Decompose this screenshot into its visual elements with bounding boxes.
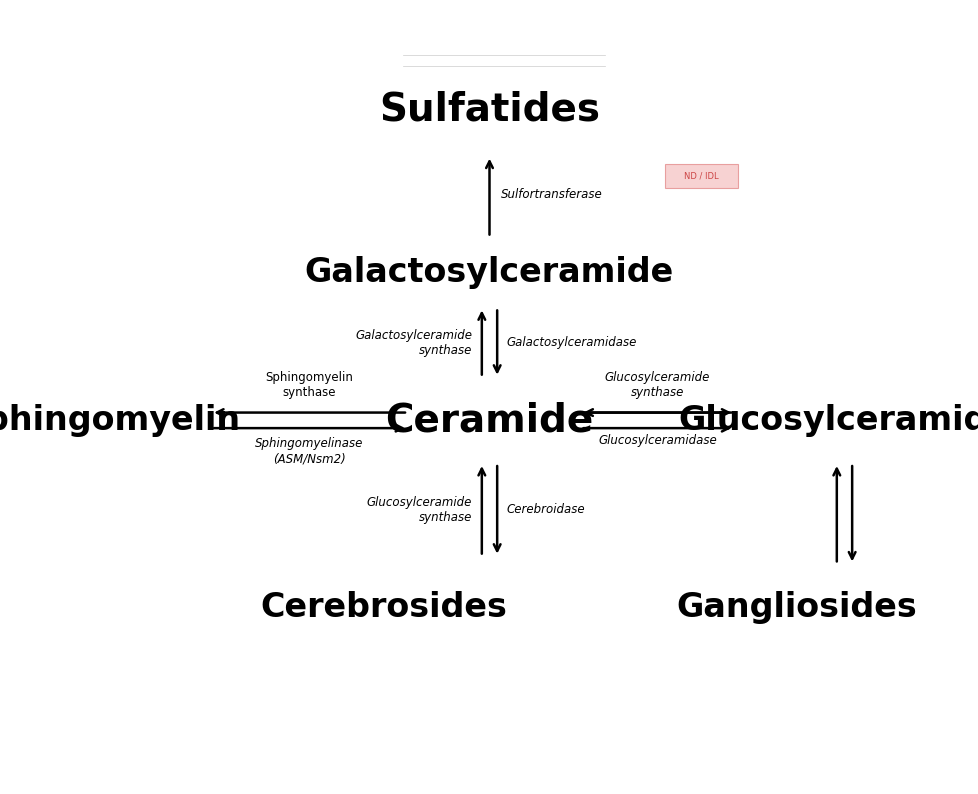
Text: Sphingomyelinase
(ASM/Nsm2): Sphingomyelinase (ASM/Nsm2) <box>255 437 364 465</box>
Text: Sphingomyelin: Sphingomyelin <box>0 404 241 437</box>
Text: Ceramide: Ceramide <box>385 401 593 439</box>
Text: Galactosylceramide: Galactosylceramide <box>304 256 674 289</box>
Text: Sulfortransferase: Sulfortransferase <box>501 188 602 201</box>
Text: Glucosylceramide
synthase: Glucosylceramide synthase <box>367 495 471 524</box>
Text: Galactosylceramidase: Galactosylceramidase <box>507 336 637 349</box>
Text: Glucosylceramide: Glucosylceramide <box>678 404 978 437</box>
Text: Glucosylceramidase: Glucosylceramidase <box>598 434 716 447</box>
Text: Glucosylceramide
synthase: Glucosylceramide synthase <box>604 371 709 399</box>
Text: Sulfatides: Sulfatides <box>378 90 600 128</box>
Text: Sphingomyelin
synthase: Sphingomyelin synthase <box>265 371 353 399</box>
Text: Gangliosides: Gangliosides <box>676 591 916 623</box>
Text: Galactosylceramide
synthase: Galactosylceramide synthase <box>355 329 471 357</box>
Text: Cerebroidase: Cerebroidase <box>507 503 585 516</box>
FancyBboxPatch shape <box>664 164 737 188</box>
Text: Cerebrosides: Cerebrosides <box>260 591 507 623</box>
Text: ND / IDL: ND / IDL <box>684 172 718 180</box>
